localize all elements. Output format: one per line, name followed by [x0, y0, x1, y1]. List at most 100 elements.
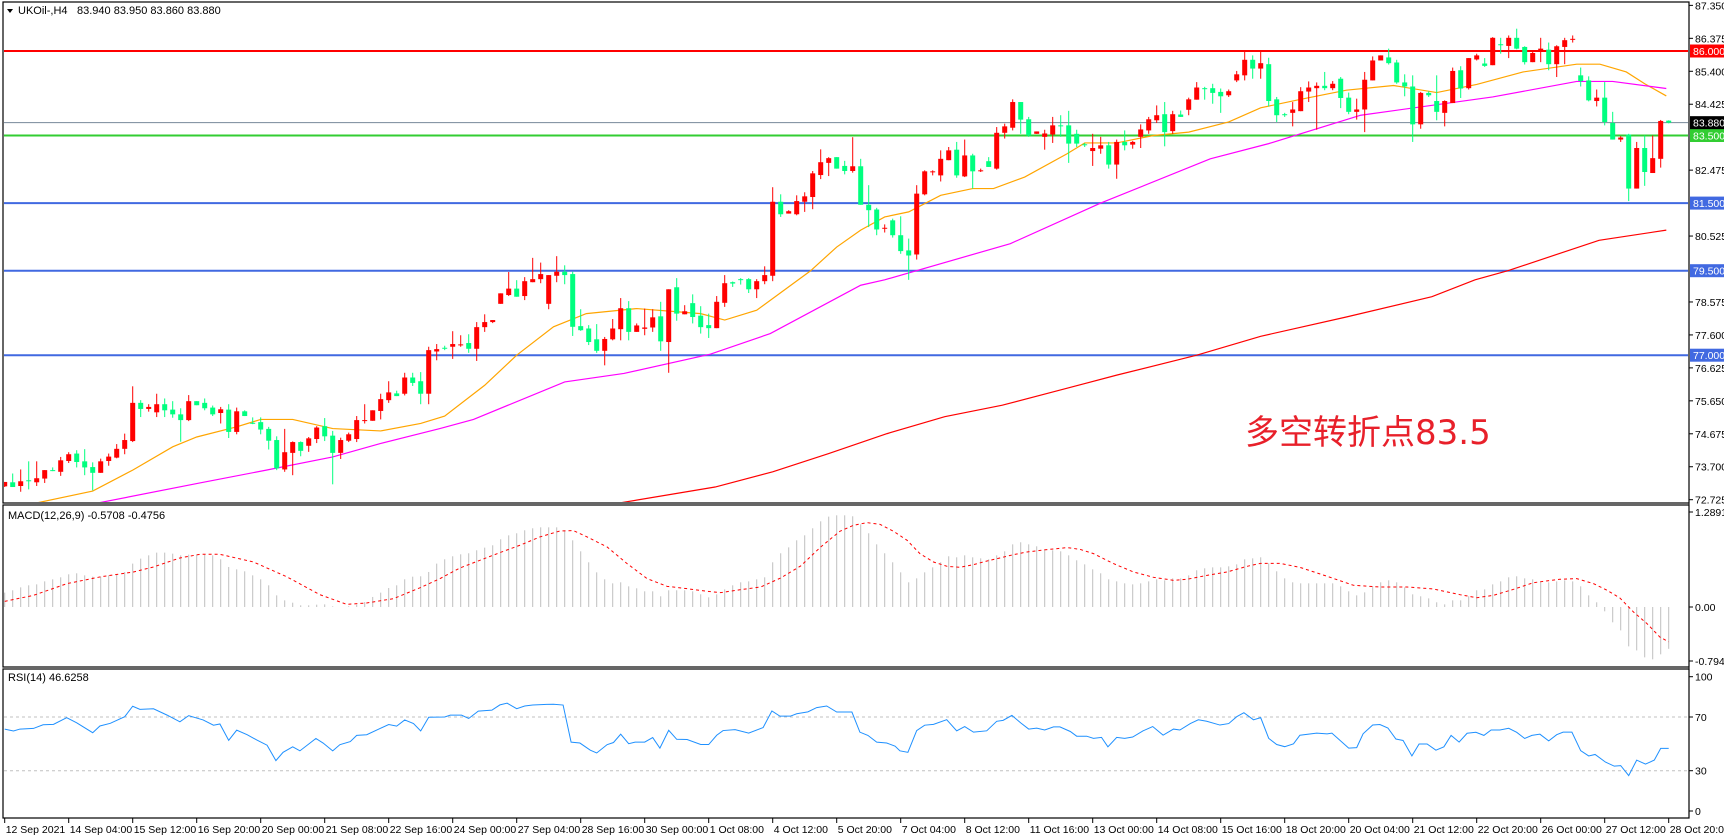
candle-body [258, 422, 264, 430]
price-tick-label: 77.600 [1695, 330, 1724, 342]
candle-body [826, 158, 832, 163]
candle-bullish [482, 314, 488, 332]
macd-label: MACD(12,26,9) -0.5708 -0.4756 [8, 510, 165, 522]
candle-bullish [962, 139, 968, 178]
time-tick-label: 5 Oct 20:00 [838, 824, 892, 836]
candle-body [1266, 64, 1272, 102]
candle-body [202, 402, 208, 409]
bid-price-label: 83.880 [1693, 118, 1724, 130]
time-tick-label: 28 Sep 16:00 [582, 824, 645, 836]
candle-body [426, 350, 432, 394]
candle-bullish [1186, 97, 1192, 116]
rsi-tick-label: 70 [1695, 712, 1707, 724]
macd-panel[interactable] [4, 515, 1670, 660]
candle-bullish [618, 298, 624, 341]
candle-bearish [1346, 92, 1352, 115]
candle-body [1362, 79, 1368, 110]
candle-bullish [994, 127, 1000, 170]
time-tick-label: 15 Oct 16:00 [1222, 824, 1282, 836]
candle-body [1546, 49, 1552, 65]
candle-bearish [274, 436, 280, 471]
candle-body [154, 404, 160, 413]
candle-body [1490, 37, 1496, 66]
candle-body [1610, 122, 1616, 140]
candle-bearish [1498, 37, 1504, 54]
rsi-panel[interactable] [4, 702, 1689, 777]
candle-body [298, 442, 304, 451]
candle-body [1482, 63, 1488, 66]
candle-body [106, 456, 112, 461]
candle-bullish [154, 393, 160, 418]
candle-body [1522, 46, 1528, 63]
candle-bullish [1442, 100, 1448, 127]
level-line-tag [1690, 264, 1724, 278]
candle-bullish [290, 441, 296, 476]
candle-body [490, 320, 496, 323]
time-tick-label: 12 Sep 2021 [6, 824, 66, 836]
price-tick-label: 73.700 [1695, 462, 1724, 474]
candle-bullish [186, 395, 192, 422]
candle-bearish [586, 325, 592, 346]
candle-bearish [698, 306, 704, 334]
candle-body [850, 166, 856, 171]
candle-body [362, 420, 368, 422]
candle-bullish [1306, 81, 1312, 103]
candle-bearish [162, 398, 168, 418]
candle-bearish [10, 473, 16, 488]
candle-bearish [570, 271, 576, 336]
candle-bullish [402, 372, 408, 396]
candle-bullish [1114, 139, 1120, 179]
candle-body [1138, 129, 1144, 137]
ma-slow-line [621, 229, 1667, 502]
candle-body [1594, 97, 1600, 102]
candle-bullish [1154, 105, 1160, 123]
time-tick-label: 24 Sep 00:00 [454, 824, 517, 836]
candle-bullish [634, 323, 640, 332]
candle-bearish [50, 467, 56, 472]
rsi-tick-label: 0 [1695, 806, 1701, 818]
candle-bullish [1290, 102, 1296, 127]
candle-bullish [946, 146, 952, 161]
chart-header: UKOil-,H4 83.940 83.950 83.860 83.880 [7, 5, 221, 17]
candle-bearish [210, 405, 216, 417]
candle-bullish [1562, 37, 1568, 65]
candle-bearish [74, 450, 80, 468]
candle-bearish [1610, 111, 1616, 140]
candle-bullish [1170, 110, 1176, 134]
candle-bullish [1634, 141, 1640, 189]
candle-body [1602, 97, 1608, 122]
candle-bullish [770, 187, 776, 282]
candle-body [986, 161, 992, 167]
candle-body [674, 287, 680, 314]
candle-body [290, 442, 296, 453]
candle-bullish [802, 192, 808, 212]
candle-bullish [34, 461, 40, 487]
candle-bullish [1418, 91, 1424, 129]
candle-body [1562, 40, 1568, 47]
candle-bearish [1178, 110, 1184, 117]
candle-body [658, 316, 664, 342]
candle-body [1226, 91, 1232, 96]
candle-bullish [434, 344, 440, 361]
candle-bearish [626, 301, 632, 341]
candle-body [1434, 101, 1440, 112]
price-tick-label: 75.650 [1695, 396, 1724, 408]
price-panel[interactable] [2, 28, 1689, 503]
candle-bullish [218, 406, 224, 424]
candle-bullish [538, 262, 544, 284]
bid-price-tag [1690, 116, 1724, 130]
candle-bullish [314, 426, 320, 444]
candle-bearish [410, 372, 416, 386]
candle-bullish [650, 309, 656, 332]
candle-body [546, 275, 552, 304]
candle-body [1650, 158, 1656, 174]
candle-bearish [266, 426, 272, 450]
candle-bearish [1666, 120, 1672, 124]
candle-bullish [234, 407, 240, 435]
candle-bearish [1202, 86, 1208, 100]
dropdown-triangle-icon[interactable] [7, 9, 13, 13]
candle-bearish [1338, 77, 1344, 109]
candle-body [394, 393, 400, 397]
time-tick-label: 7 Oct 04:00 [902, 824, 956, 836]
